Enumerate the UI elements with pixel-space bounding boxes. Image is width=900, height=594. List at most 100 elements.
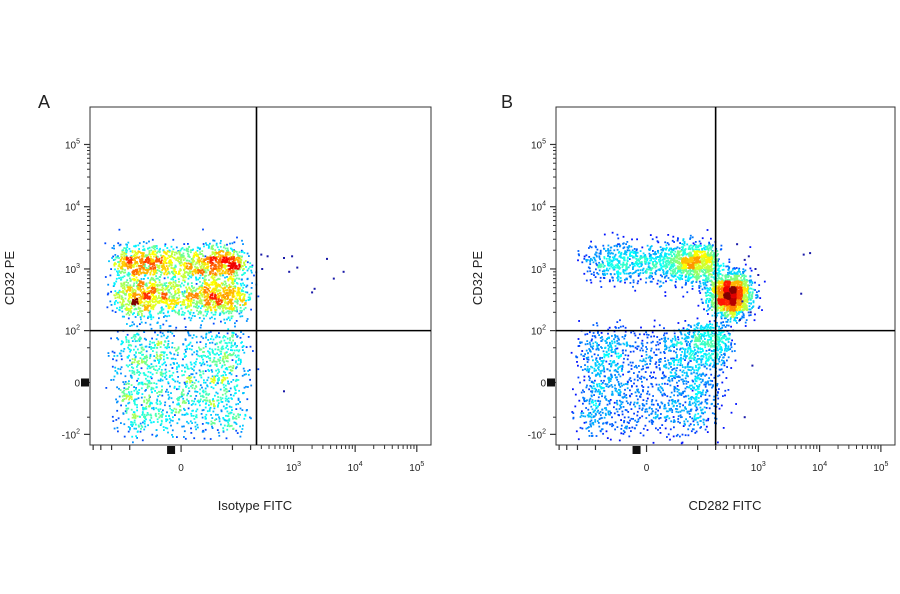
data-point xyxy=(183,409,186,411)
data-point xyxy=(227,310,230,313)
data-point xyxy=(635,364,637,367)
data-point xyxy=(211,375,214,378)
data-point xyxy=(225,367,228,369)
data-point xyxy=(201,320,204,322)
data-point xyxy=(580,391,583,394)
data-point xyxy=(159,354,162,356)
data-point xyxy=(125,313,128,316)
data-point xyxy=(754,281,756,284)
data-point xyxy=(182,313,185,316)
data-point xyxy=(134,245,137,248)
data-point xyxy=(595,262,598,265)
data-point xyxy=(160,341,163,343)
data-point xyxy=(117,267,119,270)
data-point xyxy=(144,291,147,294)
data-point xyxy=(179,249,182,252)
data-point xyxy=(205,291,208,294)
data-point xyxy=(164,271,167,273)
data-point xyxy=(137,314,139,316)
data-point xyxy=(618,439,621,442)
data-point xyxy=(685,282,687,285)
data-point xyxy=(634,346,637,349)
data-point xyxy=(155,245,158,247)
data-point xyxy=(204,258,207,261)
data-point xyxy=(190,376,193,379)
data-point xyxy=(196,303,198,306)
data-point xyxy=(127,402,130,405)
data-point xyxy=(119,272,122,274)
data-point xyxy=(118,270,120,273)
data-point xyxy=(243,296,245,299)
data-point xyxy=(599,358,601,360)
data-point xyxy=(199,388,201,391)
data-point xyxy=(133,348,135,351)
data-point xyxy=(201,302,203,305)
data-point xyxy=(238,263,241,266)
data-point xyxy=(585,279,588,282)
data-point xyxy=(113,375,116,378)
data-point xyxy=(111,247,114,249)
data-point xyxy=(134,355,137,358)
data-point xyxy=(649,375,651,377)
data-point xyxy=(174,264,177,267)
data-point xyxy=(225,414,227,417)
data-point xyxy=(165,319,168,322)
data-point xyxy=(243,417,246,420)
data-point xyxy=(165,378,168,380)
data-point xyxy=(584,368,586,371)
data-point xyxy=(673,332,676,335)
data-point xyxy=(589,420,592,423)
data-point xyxy=(160,372,163,375)
data-point xyxy=(216,256,218,258)
data-point xyxy=(590,390,592,393)
data-point xyxy=(223,377,226,380)
data-point xyxy=(193,362,196,364)
data-point xyxy=(168,314,171,317)
data-point xyxy=(701,237,704,240)
data-point xyxy=(205,278,207,281)
data-point xyxy=(193,299,195,302)
data-point xyxy=(667,433,670,436)
data-point xyxy=(179,264,182,267)
data-point xyxy=(191,293,194,296)
data-point xyxy=(136,298,139,301)
data-point xyxy=(190,309,193,311)
data-point xyxy=(160,390,163,392)
data-point xyxy=(704,428,707,431)
data-point xyxy=(682,425,685,427)
data-point xyxy=(603,379,605,382)
data-point xyxy=(229,310,231,313)
data-point xyxy=(137,250,140,253)
data-point xyxy=(705,419,708,422)
data-point xyxy=(217,261,220,264)
data-point xyxy=(212,352,214,354)
data-point xyxy=(214,348,217,351)
data-point xyxy=(184,348,187,351)
data-point xyxy=(669,438,671,441)
data-point xyxy=(213,376,216,379)
data-point xyxy=(145,405,148,408)
data-point xyxy=(224,271,227,273)
data-point xyxy=(141,297,143,300)
data-point xyxy=(249,297,252,300)
data-point xyxy=(126,303,128,306)
data-point xyxy=(574,405,577,408)
data-point xyxy=(170,397,173,400)
data-point xyxy=(133,371,136,374)
data-point xyxy=(136,406,138,409)
data-point xyxy=(682,390,684,393)
data-point xyxy=(619,280,622,283)
data-point xyxy=(182,252,185,255)
data-point xyxy=(143,297,146,300)
data-point xyxy=(137,391,140,394)
data-point xyxy=(640,375,643,378)
data-point xyxy=(178,272,181,275)
data-point xyxy=(132,423,134,426)
data-point xyxy=(140,321,143,324)
data-point xyxy=(208,245,210,248)
data-point xyxy=(649,359,652,362)
data-point xyxy=(214,343,217,346)
data-point xyxy=(208,347,211,350)
data-point xyxy=(586,270,589,273)
data-point xyxy=(158,281,161,284)
